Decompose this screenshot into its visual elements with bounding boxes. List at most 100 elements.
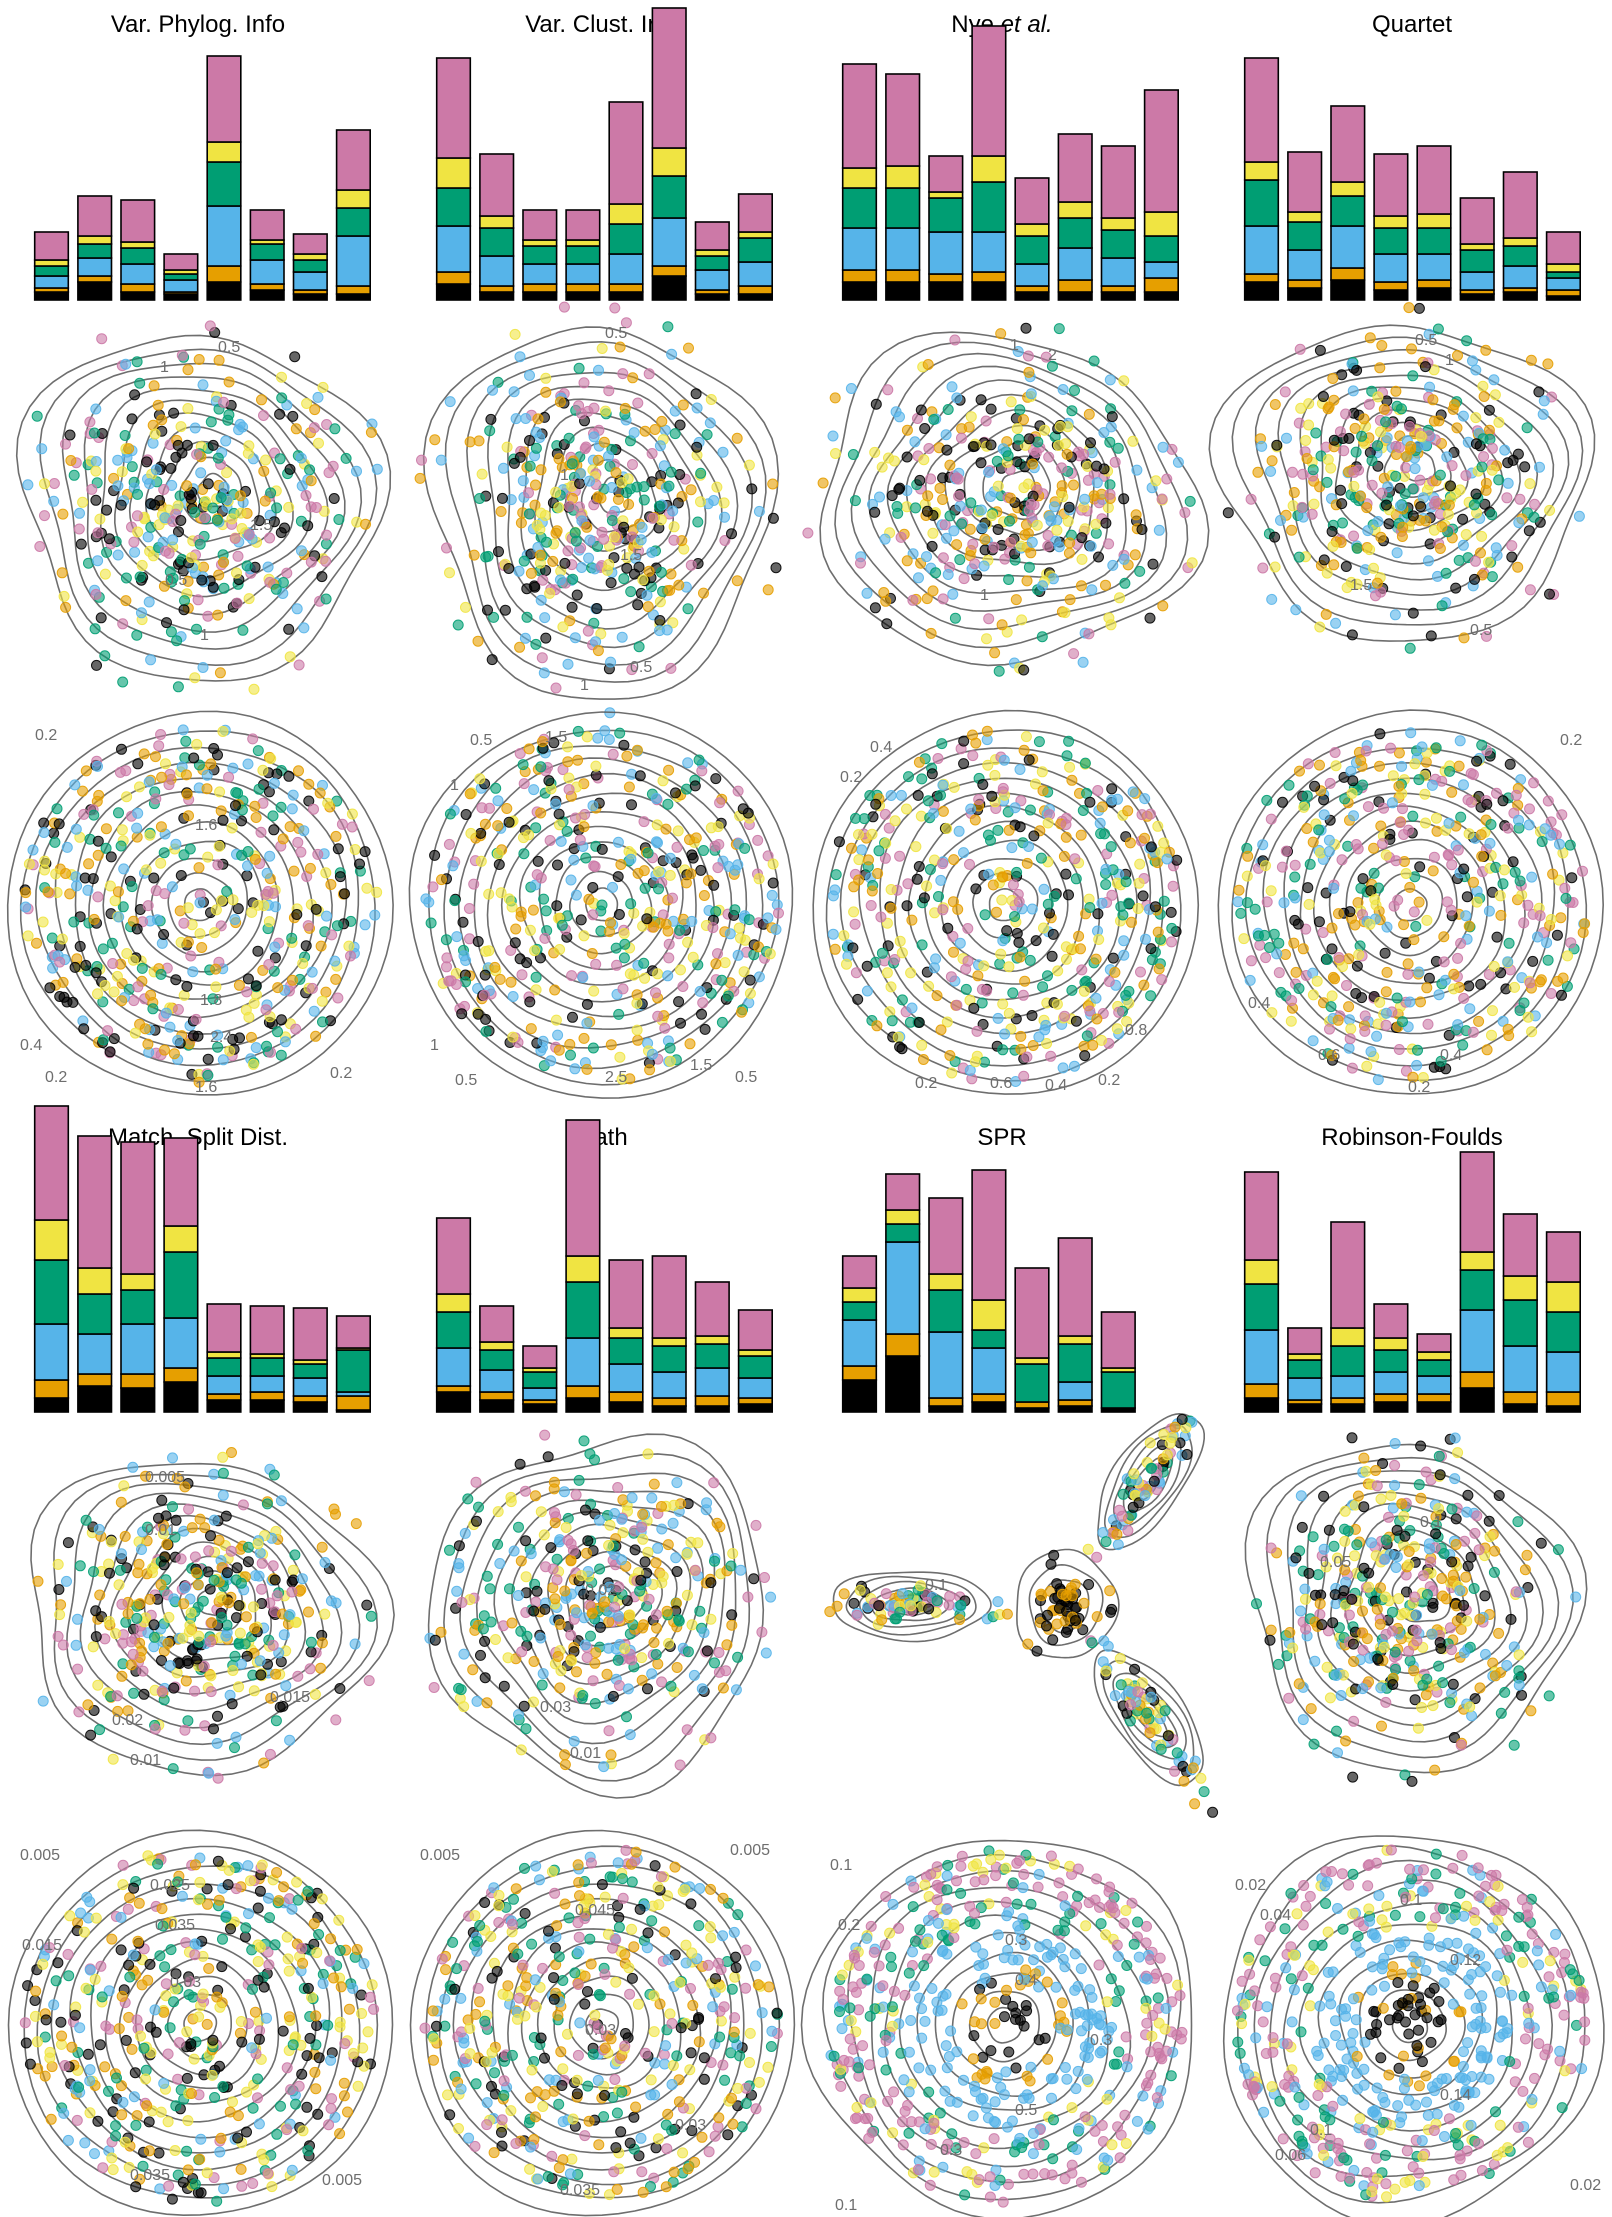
point-yellow — [1448, 983, 1460, 995]
point-orange — [592, 645, 604, 657]
point-skyblue — [999, 1028, 1011, 1040]
point-pink — [1394, 817, 1406, 829]
point-skyblue — [1096, 897, 1108, 909]
point-yellow — [600, 405, 611, 417]
bar-segment-yellow — [1057, 201, 1093, 219]
bar-segment-black — [971, 1401, 1007, 1413]
point-green — [850, 812, 861, 824]
point-black — [1100, 517, 1112, 529]
point-orange — [683, 342, 694, 354]
point-skyblue — [1405, 727, 1417, 739]
point-skyblue — [1452, 1019, 1464, 1031]
point-black — [1344, 906, 1356, 918]
bar-segment-yellow — [1459, 1251, 1495, 1271]
point-black — [1107, 952, 1119, 964]
point-green — [1066, 405, 1078, 417]
point-green — [46, 932, 58, 944]
point-pink — [117, 1637, 129, 1649]
point-orange — [1091, 1013, 1103, 1025]
point-green — [477, 1623, 489, 1635]
point-pink — [267, 1560, 279, 1572]
point-green — [1357, 779, 1369, 791]
bar-segment-skyblue — [206, 1375, 242, 1395]
point-yellow — [753, 873, 765, 885]
point-orange — [872, 868, 884, 879]
point-yellow — [1380, 849, 1392, 861]
point-orange — [144, 1593, 156, 1605]
point-pink — [1377, 838, 1388, 850]
point-pink — [590, 958, 602, 970]
point-black — [1445, 480, 1456, 492]
point-yellow — [921, 880, 933, 892]
point-black — [540, 632, 552, 644]
point-skyblue — [766, 889, 778, 901]
point-orange — [182, 575, 194, 587]
point-green — [242, 1541, 254, 1553]
point-green — [725, 1560, 737, 1572]
point-skyblue — [330, 1597, 342, 1609]
bar-segment-orange — [435, 1385, 472, 1393]
point-skyblue — [22, 479, 34, 491]
point-black — [531, 1585, 543, 1597]
point-black — [53, 818, 65, 830]
point-orange — [996, 871, 1008, 883]
point-yellow — [92, 1679, 104, 1691]
bar-segment-pink — [435, 57, 472, 159]
point-orange — [615, 859, 627, 870]
bar-segment-black — [1373, 289, 1409, 301]
point-skyblue — [762, 912, 774, 924]
point-orange — [1427, 394, 1439, 406]
point-orange — [1355, 490, 1367, 502]
point-skyblue — [1097, 1527, 1109, 1538]
point-yellow — [653, 866, 664, 878]
point-pink — [1179, 507, 1191, 519]
point-green — [618, 573, 630, 585]
point-pink — [1378, 802, 1390, 814]
point-skyblue — [444, 396, 456, 408]
point-orange — [115, 1496, 127, 1508]
point-skyblue — [599, 725, 611, 737]
point-black — [472, 936, 484, 947]
point-black — [1030, 935, 1042, 947]
point-yellow — [1150, 475, 1162, 487]
point-pink — [566, 970, 578, 982]
point-yellow — [231, 567, 242, 579]
point-orange — [1427, 865, 1439, 877]
point-yellow — [221, 467, 233, 479]
point-green — [179, 595, 190, 607]
point-green — [229, 1650, 241, 1662]
bar-segment-pink — [522, 1345, 558, 1369]
point-orange — [501, 803, 513, 814]
point-yellow — [1295, 402, 1307, 414]
point-green — [729, 904, 741, 916]
point-green — [716, 974, 728, 986]
bar-segment-orange — [971, 1393, 1007, 1403]
point-yellow — [475, 855, 487, 867]
point-skyblue — [584, 475, 595, 487]
point-skyblue — [1416, 741, 1428, 753]
point-orange — [495, 506, 507, 517]
point-yellow — [575, 1570, 587, 1582]
point-green — [1119, 577, 1131, 589]
bar-segment-orange — [1416, 279, 1452, 289]
point-orange — [218, 556, 229, 568]
point-green — [1095, 828, 1107, 840]
point-skyblue — [203, 1767, 215, 1779]
point-yellow — [1326, 990, 1338, 1002]
point-pink — [443, 838, 455, 850]
point-pink — [1443, 850, 1455, 861]
point-skyblue — [359, 919, 371, 931]
point-black — [985, 403, 997, 415]
point-pink — [293, 659, 305, 671]
density-plot-var-clust-info-1 — [414, 301, 782, 719]
point-orange — [650, 1557, 662, 1569]
point-skyblue — [1467, 355, 1478, 367]
bar-segment-orange — [1014, 1401, 1050, 1409]
point-green — [518, 555, 530, 567]
point-green — [1476, 739, 1488, 751]
point-black — [283, 623, 295, 635]
point-orange — [644, 1064, 656, 1076]
point-pink — [260, 888, 272, 900]
point-skyblue — [69, 779, 81, 791]
panel-title-spr: SPR — [977, 1124, 1026, 1151]
